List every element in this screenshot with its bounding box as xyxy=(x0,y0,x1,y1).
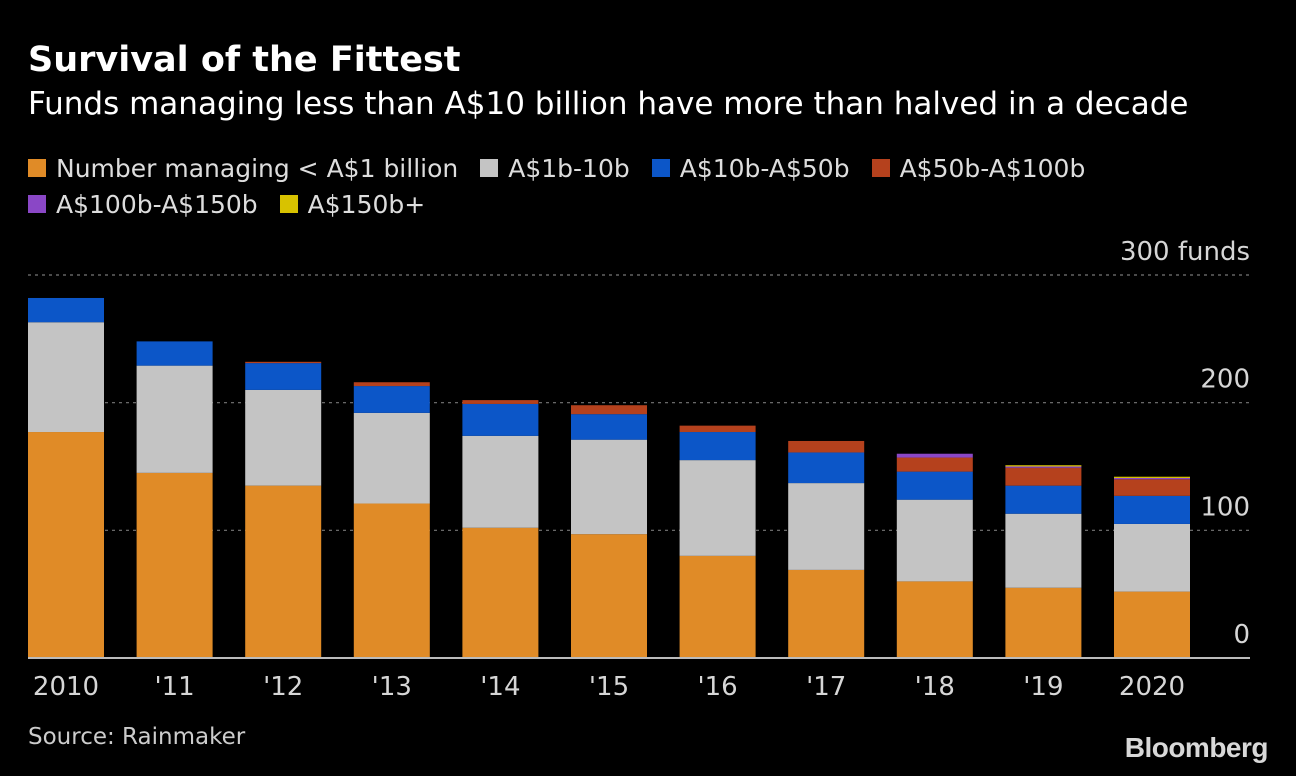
bar-segment xyxy=(353,412,430,504)
legend-swatch-150b-plus xyxy=(279,195,298,213)
legend-label-10b-50b: A$10b-A$50b xyxy=(679,153,850,183)
bar-segment xyxy=(28,297,104,323)
bar-segment xyxy=(245,363,322,390)
legend-swatch-under-1b xyxy=(28,159,46,177)
bar-segment xyxy=(1114,477,1190,480)
legend-item-10b-50b: A$10b-A$50b xyxy=(651,153,850,183)
x-tick-label: 2020 xyxy=(1119,672,1185,702)
bar-segment xyxy=(679,555,756,658)
bar-segment xyxy=(136,341,213,366)
bar-segment xyxy=(788,569,865,658)
x-tick-label: '19 xyxy=(1023,672,1063,702)
bar-segment xyxy=(1005,467,1082,486)
bar-segment xyxy=(245,485,322,658)
bar-segment xyxy=(136,472,213,658)
legend-row: Number managing < A$1 billion A$1b-10b A… xyxy=(28,150,1268,186)
x-tick-label: '16 xyxy=(697,672,737,702)
chart-title: Survival of the Fittest xyxy=(28,40,461,80)
bar-segment xyxy=(1114,476,1190,478)
legend-swatch-100b-150b xyxy=(28,195,46,213)
bar-segment xyxy=(679,460,756,556)
bar-segment xyxy=(353,386,430,413)
y-tick-label: 200 xyxy=(1200,365,1250,395)
bar-segment xyxy=(896,453,973,458)
bar-segment xyxy=(1005,485,1082,514)
bar-segment xyxy=(896,457,973,472)
legend-item-100b-150b: A$100b-A$150b xyxy=(28,190,258,219)
bar-segment xyxy=(571,405,647,415)
bar-segment xyxy=(788,452,865,484)
x-tick-label: 2010 xyxy=(33,672,99,702)
legend-item-1b-10b: A$1b-10b xyxy=(480,153,630,183)
bar-segment xyxy=(1005,466,1082,468)
legend-label-under-1b: Number managing < A$1 billion xyxy=(56,153,459,183)
bar-segment xyxy=(896,471,973,500)
bar-segment xyxy=(462,527,539,658)
legend-label-150b-plus: A$150b+ xyxy=(307,189,426,219)
bar-segment xyxy=(1005,465,1082,467)
x-tick-label: '15 xyxy=(589,672,629,702)
bar-segment xyxy=(462,400,539,404)
bar-segment xyxy=(462,403,539,436)
y-tick-label: 100 xyxy=(1200,492,1250,522)
bar-segment xyxy=(28,432,104,658)
legend-item-50b-100b: A$50b-A$100b xyxy=(871,153,1086,183)
legend-label-100b-150b: A$100b-A$150b xyxy=(56,189,258,219)
bar-segment xyxy=(462,435,539,528)
bar-segment xyxy=(28,322,104,433)
bar-segment xyxy=(245,361,322,364)
bar-segment xyxy=(788,440,865,453)
bloomberg-logo: Bloomberg xyxy=(1124,732,1269,763)
legend-row: A$100b-A$150b A$150b+ xyxy=(28,186,1268,222)
x-tick-label: '12 xyxy=(263,672,303,702)
legend-swatch-1b-10b xyxy=(480,159,499,177)
bar-segment xyxy=(571,414,647,440)
bar-segment xyxy=(353,382,430,387)
bar-segment xyxy=(245,389,322,486)
chart-subtitle: Funds managing less than A$10 billion ha… xyxy=(28,86,1189,122)
y-tick-label: 300 funds xyxy=(1120,237,1250,267)
x-tick-label: '17 xyxy=(806,672,846,702)
x-tick-label: '14 xyxy=(480,672,520,702)
bar-segment xyxy=(679,432,756,461)
bar-segment xyxy=(571,534,647,658)
bar-segment xyxy=(571,439,647,535)
bar-segment xyxy=(896,499,973,582)
x-tick-label: '13 xyxy=(372,672,412,702)
bar-segment xyxy=(1114,591,1190,658)
bar-segment xyxy=(788,483,865,570)
legend-label-50b-100b: A$50b-A$100b xyxy=(899,153,1086,183)
bar-segment xyxy=(896,581,973,658)
source-note: Source: Rainmaker xyxy=(28,724,246,750)
legend-label-1b-10b: A$1b-10b xyxy=(508,153,630,183)
legend-swatch-10b-50b xyxy=(651,159,670,177)
bar-segment xyxy=(1114,479,1190,496)
legend: Number managing < A$1 billion A$1b-10b A… xyxy=(28,150,1268,222)
bar-segment xyxy=(679,425,756,433)
bar-segment xyxy=(136,365,213,473)
bar-segment xyxy=(1005,513,1082,588)
x-tick-label: '11 xyxy=(154,672,194,702)
bar-segment xyxy=(1114,495,1190,524)
x-tick-label: '18 xyxy=(915,672,955,702)
bar-segment xyxy=(353,503,430,658)
legend-swatch-50b-100b xyxy=(871,159,890,177)
legend-item-under-1b: Number managing < A$1 billion xyxy=(28,154,458,183)
y-tick-label: 0 xyxy=(1233,620,1250,650)
bar-segment xyxy=(1005,587,1082,658)
bar-segment xyxy=(1114,523,1190,592)
legend-item-150b-plus: A$150b+ xyxy=(279,189,426,219)
